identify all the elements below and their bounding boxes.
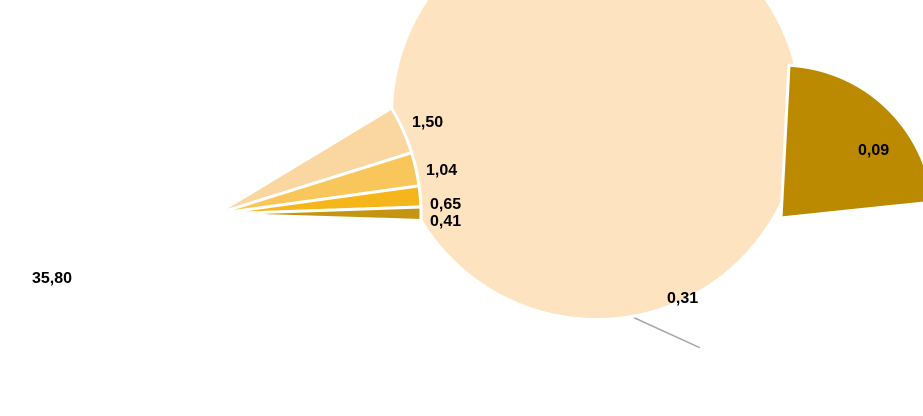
data-label-main-3: 1,04 — [426, 162, 457, 179]
secondary-pie — [779, 63, 923, 220]
secondary-slice-2 — [779, 63, 923, 220]
data-label-main-2: 1,50 — [412, 114, 443, 131]
data-label-main-4: 0,65 — [430, 196, 461, 213]
data-label-secondary-1: 0,31 — [667, 290, 698, 307]
data-labels: 35,80 1,50 1,04 0,65 0,41 0,31 0,09 — [32, 114, 889, 307]
data-label-main-5: 0,41 — [430, 213, 461, 230]
main-slice-5 — [214, 205, 423, 222]
data-label-secondary-2: 0,09 — [858, 142, 889, 159]
data-label-main-1: 35,80 — [32, 270, 72, 287]
main-pie — [214, 0, 803, 322]
main-slice-1 — [214, 0, 803, 322]
